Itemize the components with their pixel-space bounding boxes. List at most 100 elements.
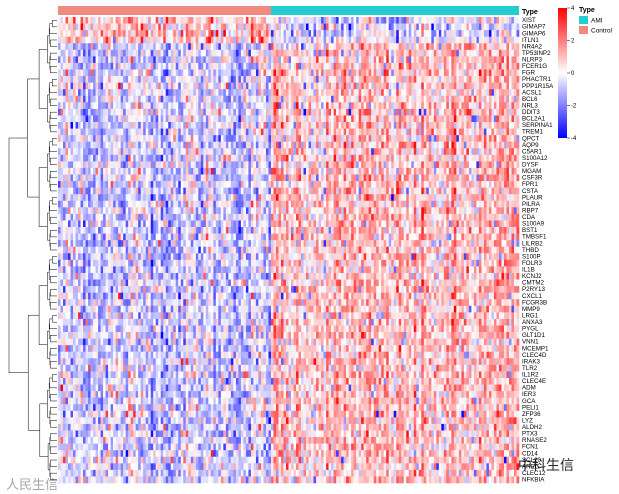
heatmap-cell [463, 56, 467, 64]
heatmap-cell [391, 95, 395, 103]
heatmap-cell [258, 89, 262, 97]
heatmap-cell [401, 167, 405, 175]
heatmap-cell [393, 122, 397, 129]
heatmap-cell [348, 154, 352, 162]
heatmap-cell [456, 89, 460, 97]
heatmap-cell [431, 108, 435, 116]
heatmap-cell [100, 17, 104, 24]
heatmap-cell [346, 17, 349, 24]
heatmap-cell [398, 69, 402, 77]
heatmap-cell [78, 135, 81, 142]
heatmap-cell [501, 128, 505, 136]
heatmap-cell [516, 161, 520, 169]
heatmap-cell [285, 167, 289, 175]
heatmap-cell [496, 135, 500, 142]
heatmap-cell [280, 43, 284, 51]
heatmap-cell [493, 108, 497, 116]
heatmap-cell [363, 82, 367, 90]
heatmap-cell [508, 141, 512, 149]
heatmap-cell [293, 76, 297, 83]
heatmap-cell [498, 108, 502, 116]
heatmap-cell [516, 17, 520, 24]
heatmap-cell [78, 89, 81, 97]
heatmap-cell [376, 108, 379, 116]
heatmap-cell [353, 30, 357, 37]
heatmap-cell [488, 167, 492, 175]
heatmap-cell [143, 154, 146, 162]
heatmap-cell [511, 17, 515, 24]
heatmap-cell [351, 62, 354, 70]
heatmap-cell [348, 108, 352, 116]
heatmap-cell [471, 128, 475, 136]
heatmap-cell [228, 56, 232, 64]
heatmap-cell [506, 30, 510, 37]
heatmap-cell [428, 122, 432, 129]
heatmap-cell [208, 141, 212, 149]
heatmap-cell [215, 181, 219, 188]
heatmap-cell [243, 89, 247, 97]
heatmap-cell [273, 95, 277, 103]
heatmap-cell [260, 36, 264, 44]
heatmap-cell [301, 141, 304, 149]
heatmap-cell [275, 49, 279, 57]
heatmap-cell [456, 115, 460, 123]
heatmap-cell [78, 23, 81, 31]
heatmap-cell [133, 141, 136, 149]
heatmap-cell [421, 89, 425, 97]
heatmap-cell [473, 135, 477, 142]
heatmap-cell [115, 23, 119, 31]
heatmap-cell [273, 30, 277, 37]
heatmap-cell [368, 56, 372, 64]
heatmap-cell [376, 141, 379, 149]
heatmap-cell [150, 17, 154, 24]
heatmap-cell [120, 69, 124, 77]
heatmap-cell [513, 148, 517, 156]
heatmap-cell [466, 23, 470, 31]
heatmap-cell [426, 174, 430, 182]
heatmap-cell [193, 89, 197, 97]
heatmap-cell [248, 115, 252, 123]
heatmap-cell [100, 115, 104, 123]
heatmap-cell [346, 128, 349, 136]
heatmap-cell [235, 56, 239, 64]
heatmap-cell [493, 181, 497, 188]
heatmap-cell [278, 181, 282, 188]
heatmap-cell [105, 43, 109, 51]
heatmap-cell [280, 102, 284, 110]
heatmap-cell [401, 17, 405, 24]
heatmap-cell [123, 174, 126, 182]
heatmap-cell [140, 82, 144, 90]
heatmap-cell [155, 76, 159, 83]
heatmap-cell [105, 122, 109, 129]
heatmap-cell [163, 108, 167, 116]
heatmap-cell [145, 23, 149, 31]
heatmap-cell [461, 43, 465, 51]
heatmap-cell [260, 135, 264, 142]
heatmap-cell [280, 141, 284, 149]
heatmap-cell [378, 141, 382, 149]
heatmap-cell [473, 115, 477, 123]
heatmap-cell [326, 102, 329, 110]
heatmap-cell [150, 108, 154, 116]
heatmap-cell [100, 62, 104, 70]
heatmap-cell [128, 174, 131, 182]
heatmap-cell [413, 181, 417, 188]
heatmap-cell [193, 23, 197, 31]
heatmap-cell [100, 69, 104, 77]
heatmap-cell [140, 161, 144, 169]
heatmap-cell [376, 17, 379, 24]
heatmap-cell [336, 56, 339, 64]
heatmap-cell [230, 30, 234, 37]
heatmap-cell [135, 30, 139, 37]
heatmap-cell [95, 108, 99, 116]
heatmap-cell [260, 161, 264, 169]
heatmap-cell [403, 141, 407, 149]
heatmap-cell [423, 76, 427, 83]
heatmap-cell [220, 36, 224, 44]
heatmap-cell [378, 23, 382, 31]
heatmap-cell [506, 135, 510, 142]
heatmap-cell [170, 102, 174, 110]
heatmap-cell [83, 135, 86, 142]
heatmap-cell [513, 69, 517, 77]
heatmap-cell [371, 122, 374, 129]
